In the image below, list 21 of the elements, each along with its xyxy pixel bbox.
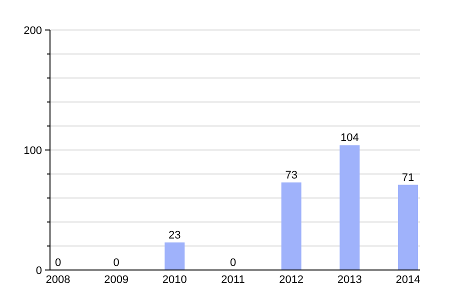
y-tick-label: 0: [36, 265, 42, 277]
data-label: 104: [340, 132, 359, 144]
data-label: 0: [113, 257, 120, 269]
x-tick-label: 2012: [279, 274, 304, 286]
x-tick-label: 2008: [46, 274, 70, 286]
bar: [398, 184, 418, 270]
data-label: 0: [230, 257, 236, 269]
bar: [281, 182, 302, 270]
y-tick-label: 200: [24, 25, 42, 37]
data-label: 73: [285, 169, 298, 182]
data-label: 23: [168, 229, 181, 242]
x-tick-label: 2009: [104, 274, 129, 286]
data-label: 71: [402, 172, 414, 184]
bar: [340, 145, 360, 270]
data-label: 0: [54, 257, 62, 269]
x-tick-label: 2013: [337, 274, 362, 286]
x-tick-label: 2011: [221, 274, 245, 286]
x-tick-label: 2010: [162, 274, 187, 286]
bar: [164, 242, 185, 270]
y-tick-label: 100: [24, 145, 42, 157]
x-tick-label: 2014: [396, 274, 420, 286]
